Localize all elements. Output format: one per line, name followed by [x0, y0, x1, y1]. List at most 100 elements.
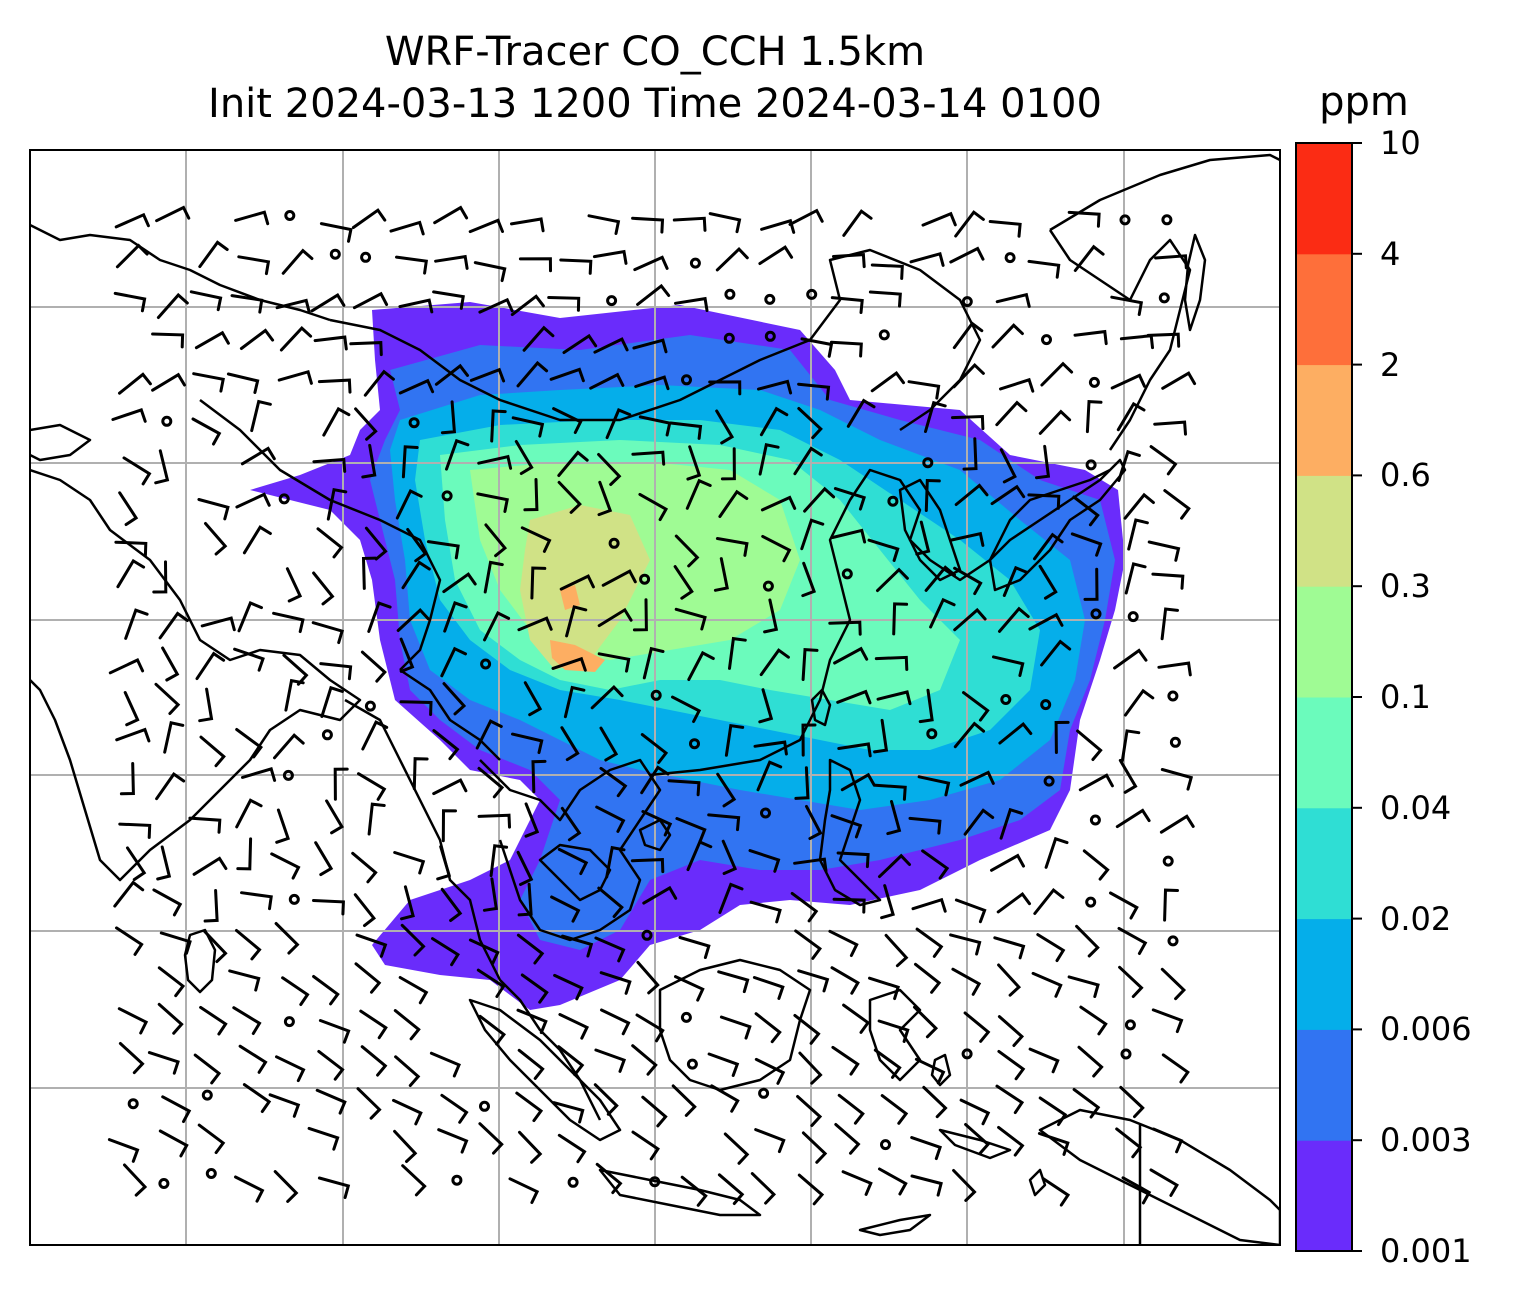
wind-barb: [674, 534, 700, 568]
colorbar-unit-label: ppm: [1319, 79, 1409, 125]
wind-barb: [468, 938, 500, 965]
wind-barb: [640, 733, 669, 764]
wind-barb: [399, 637, 415, 673]
coastline-bay-east: [344, 698, 602, 1121]
wind-barb: [113, 880, 145, 908]
wind-barb: [273, 733, 305, 760]
coastline-japan: [988, 458, 1127, 592]
calm-wind-circle: [1004, 252, 1016, 264]
wind-barb: [796, 1095, 823, 1127]
wind-barb: [754, 1012, 782, 1044]
wind-barb: [122, 456, 152, 486]
wind-barb: [1116, 401, 1146, 432]
calm-wind-circle: [1041, 334, 1052, 346]
colorbar-bin: [1296, 1029, 1352, 1141]
wind-barb: [443, 600, 468, 633]
wind-barb: [953, 566, 983, 596]
wind-barb: [963, 1011, 991, 1043]
wind-barb: [631, 1044, 658, 1076]
wind-barb: [836, 689, 872, 705]
wind-barb: [1041, 1177, 1071, 1207]
calm-wind-circle: [205, 1168, 217, 1179]
wind-barb: [1027, 259, 1061, 279]
calm-wind-circle: [922, 457, 934, 469]
calm-wind-circle: [723, 332, 735, 344]
wind-barb: [558, 1013, 590, 1040]
wind-barb: [909, 251, 945, 267]
wind-barb: [559, 258, 593, 275]
calm-wind-circle: [1167, 935, 1179, 947]
coastline-borneo: [658, 958, 812, 1092]
wind-barb: [1077, 1045, 1104, 1078]
wind-barb: [721, 839, 738, 875]
wind-barb: [517, 1048, 545, 1080]
wind-barb: [870, 371, 905, 393]
wind-barb: [317, 1176, 351, 1199]
wind-barb: [873, 718, 889, 754]
colorbar-tick-label: 0.3: [1380, 567, 1431, 606]
coastline-small-island-2: [1028, 1168, 1047, 1197]
wind-barb: [442, 572, 477, 594]
wind-barb: [672, 216, 707, 232]
wind-barb: [752, 976, 785, 1000]
calm-wind-circle: [806, 288, 818, 300]
wind-barb: [880, 1094, 909, 1125]
wind-barb: [312, 899, 345, 916]
wind-barb: [830, 814, 863, 839]
wind-barb: [831, 528, 867, 544]
wind-barb: [631, 216, 665, 234]
wind-barb: [401, 1164, 427, 1197]
wind-barb: [268, 1093, 301, 1118]
wind-barb: [1117, 449, 1141, 482]
wind-barb: [275, 808, 291, 844]
wind-barb: [440, 400, 457, 435]
wind-barb: [715, 246, 749, 272]
wind-barb: [242, 525, 272, 555]
wind-barb: [962, 691, 990, 722]
border-southwest: [399, 668, 501, 761]
wind-barb: [237, 255, 271, 276]
wind-barb: [831, 1045, 860, 1076]
wind-barb: [686, 445, 702, 481]
wind-barb: [630, 858, 665, 874]
calm-wind-circle: [364, 700, 376, 712]
wind-barb: [477, 766, 505, 799]
calm-wind-circle: [887, 495, 899, 507]
coastline-indochina: [479, 758, 662, 942]
wind-barb: [594, 1048, 627, 1073]
wind-barb: [367, 802, 386, 836]
wind-barb: [715, 537, 749, 557]
wind-barb: [1123, 492, 1155, 520]
wind-barb: [240, 891, 273, 911]
wind-barb: [794, 766, 810, 800]
wind-barb: [953, 721, 986, 749]
wind-barb: [1120, 729, 1141, 762]
calm-wind-circle: [961, 296, 973, 308]
wind-barb: [996, 892, 1031, 914]
wind-barb: [1147, 540, 1181, 562]
wind-barb: [599, 726, 619, 762]
wind-barb: [157, 966, 186, 998]
wind-barb: [1124, 562, 1147, 595]
wind-barb: [842, 209, 873, 237]
wind-barb: [273, 1170, 299, 1203]
wind-barb: [877, 1019, 910, 1043]
wind-barb: [759, 406, 789, 437]
wind-barb: [115, 727, 151, 743]
wind-barb: [473, 261, 507, 283]
wind-barb: [191, 417, 222, 446]
wind-barb: [398, 976, 429, 1005]
wind-barb: [515, 1091, 544, 1123]
calm-wind-circle: [758, 1087, 770, 1099]
wind-barb: [924, 400, 947, 433]
wind-barb: [531, 759, 547, 794]
wind-barb: [951, 967, 982, 996]
wind-barb: [675, 817, 707, 843]
wind-barb: [868, 290, 902, 308]
wind-barb: [1078, 773, 1114, 792]
wind-barb: [508, 1177, 540, 1204]
wind-barb: [440, 1093, 469, 1124]
wind-barb: [1110, 373, 1146, 390]
wind-barb: [552, 407, 583, 434]
